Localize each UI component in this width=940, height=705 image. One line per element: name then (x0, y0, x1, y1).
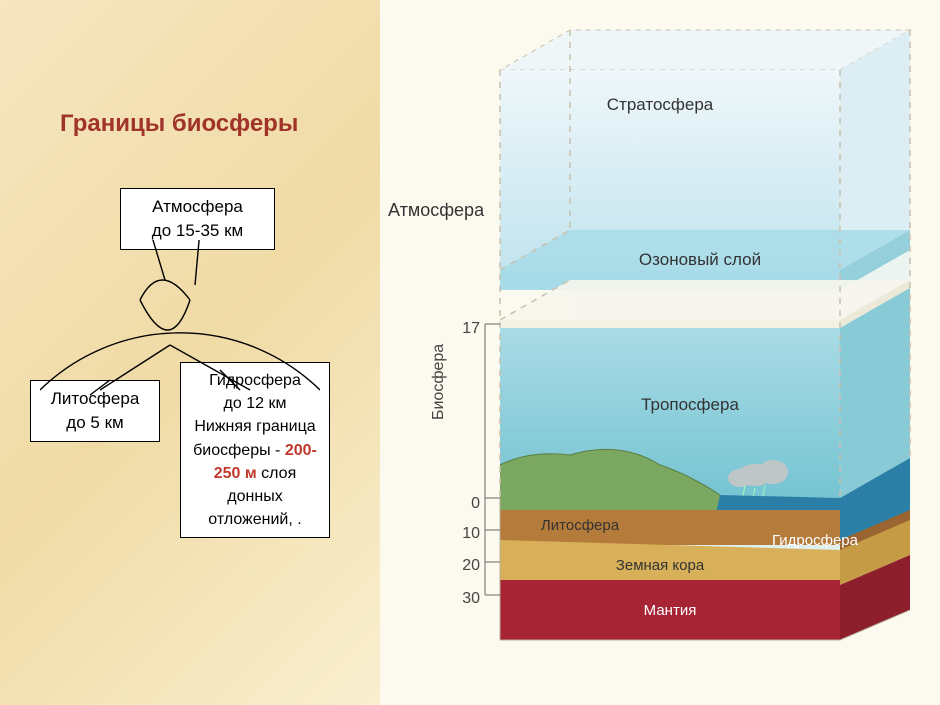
scale-tick-30: 30 (450, 590, 480, 608)
scale-tick-17: 17 (450, 320, 480, 338)
scale-tick-20: 20 (450, 557, 480, 575)
ozone-label: Озоновый слой (639, 250, 761, 269)
mantle-label: Мантия (644, 602, 697, 619)
atmosphere-side-label: Атмосфера (388, 200, 484, 221)
hydrosphere-label: Гидросфера (772, 532, 859, 549)
box-hydrosphere-extra2: биосферы - (193, 442, 285, 459)
biosphere-vertical-label: Биосфера (430, 344, 448, 420)
crust-label: Земная кора (616, 557, 705, 574)
box-atmosphere-name: Атмосфера (129, 195, 266, 219)
lithosphere-label: Литосфера (541, 517, 620, 534)
box-hydrosphere-extra3: слоя (257, 465, 297, 482)
plane-17 (500, 280, 910, 320)
cube-top (500, 30, 910, 70)
scale-tick-10: 10 (450, 525, 480, 543)
layers-cube: Стратосфера Озоновый слой Тропосфера Лит… (480, 10, 930, 690)
stratosphere-label: Стратосфера (607, 95, 714, 114)
troposphere-label: Тропосфера (641, 395, 739, 414)
box-hydrosphere-line2: биосферы - 200-250 м слоя (189, 439, 321, 485)
scale-tick-0: 0 (450, 495, 480, 513)
box-hydrosphere-extra5: отложений, . (189, 508, 321, 531)
earth-sketch (40, 240, 320, 420)
page-title: Границы биосферы (60, 110, 298, 138)
box-hydrosphere-extra4: донных (189, 485, 321, 508)
